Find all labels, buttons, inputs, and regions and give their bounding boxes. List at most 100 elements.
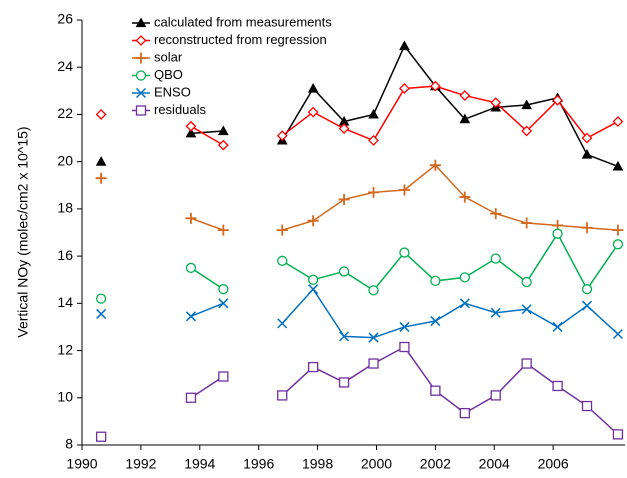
marker	[277, 318, 288, 329]
y-tick-label: 18	[57, 200, 73, 216]
marker	[490, 97, 502, 109]
marker	[399, 341, 410, 353]
marker	[95, 172, 107, 184]
marker	[612, 239, 624, 250]
marker	[135, 87, 147, 99]
y-tick-label: 24	[57, 58, 73, 74]
marker	[398, 184, 410, 196]
marker	[399, 40, 410, 51]
marker	[95, 109, 107, 120]
marker	[368, 134, 379, 146]
marker	[185, 120, 197, 132]
x-tick-label: 2002	[420, 456, 451, 472]
marker	[368, 358, 379, 369]
marker	[368, 332, 379, 343]
marker	[218, 284, 229, 295]
marker	[338, 193, 350, 205]
marker	[185, 392, 197, 403]
marker	[217, 139, 229, 151]
marker	[429, 80, 441, 92]
legend-label: QBO	[154, 67, 183, 82]
series-line	[190, 287, 619, 339]
marker	[552, 321, 563, 332]
marker	[552, 228, 563, 239]
marker	[308, 284, 319, 295]
x-tick-label: 1992	[125, 456, 156, 472]
marker	[581, 300, 593, 311]
x-tick-label: 1996	[243, 456, 274, 472]
y-tick-label: 10	[57, 388, 73, 404]
marker	[135, 52, 147, 64]
marker	[308, 274, 319, 285]
marker	[430, 316, 441, 327]
marker	[581, 132, 593, 144]
y-tick-label: 20	[57, 152, 73, 168]
marker	[399, 247, 410, 258]
marker	[307, 82, 319, 93]
marker	[490, 307, 501, 318]
legend-label: ENSO	[154, 84, 191, 99]
y-tick-label: 14	[57, 294, 73, 310]
marker	[430, 275, 441, 287]
marker	[218, 371, 229, 382]
legend-label: residuals	[154, 102, 207, 117]
marker	[459, 191, 471, 203]
marker	[581, 284, 593, 295]
marker	[135, 17, 147, 28]
series-line	[190, 164, 618, 231]
series-line	[190, 232, 619, 292]
marker	[612, 328, 623, 340]
marker	[307, 215, 319, 227]
marker	[612, 429, 624, 440]
legend-label: reconstructed from regression	[154, 32, 327, 47]
marker	[459, 407, 470, 419]
marker	[307, 106, 319, 118]
marker	[399, 321, 410, 332]
marker	[459, 113, 471, 124]
marker	[338, 377, 350, 388]
marker	[581, 222, 593, 234]
marker	[217, 125, 229, 136]
marker	[459, 90, 471, 101]
marker	[96, 308, 107, 319]
marker	[552, 380, 563, 392]
x-tick-label: 1994	[184, 456, 215, 472]
marker	[552, 94, 563, 106]
marker	[185, 212, 197, 224]
marker	[459, 272, 470, 283]
marker	[135, 35, 147, 46]
marker	[612, 224, 624, 236]
marker	[368, 186, 380, 198]
legend-label: solar	[154, 49, 183, 64]
marker	[277, 255, 288, 266]
y-tick-label: 22	[57, 105, 73, 121]
marker	[338, 123, 350, 135]
marker	[429, 159, 441, 171]
marker	[308, 361, 319, 373]
marker	[490, 208, 502, 220]
x-tick-label: 1998	[302, 456, 333, 472]
marker	[581, 400, 593, 412]
marker	[339, 331, 350, 342]
x-tick-label: 1990	[66, 456, 97, 472]
marker	[430, 385, 441, 396]
marker	[277, 390, 288, 401]
marker	[185, 262, 197, 274]
marker	[135, 70, 147, 81]
marker	[135, 105, 147, 116]
marker	[521, 99, 532, 110]
marker	[218, 298, 229, 309]
marker	[185, 127, 197, 138]
marker	[521, 276, 532, 288]
marker	[338, 266, 350, 277]
marker	[490, 253, 501, 264]
marker	[368, 108, 379, 119]
marker	[521, 125, 533, 137]
marker	[276, 130, 288, 142]
marker	[521, 358, 532, 369]
marker	[217, 224, 229, 236]
legend-label: calculated from measurements	[154, 14, 332, 29]
x-tick-label: 2000	[361, 456, 392, 472]
marker	[399, 83, 410, 94]
marker	[521, 217, 533, 229]
